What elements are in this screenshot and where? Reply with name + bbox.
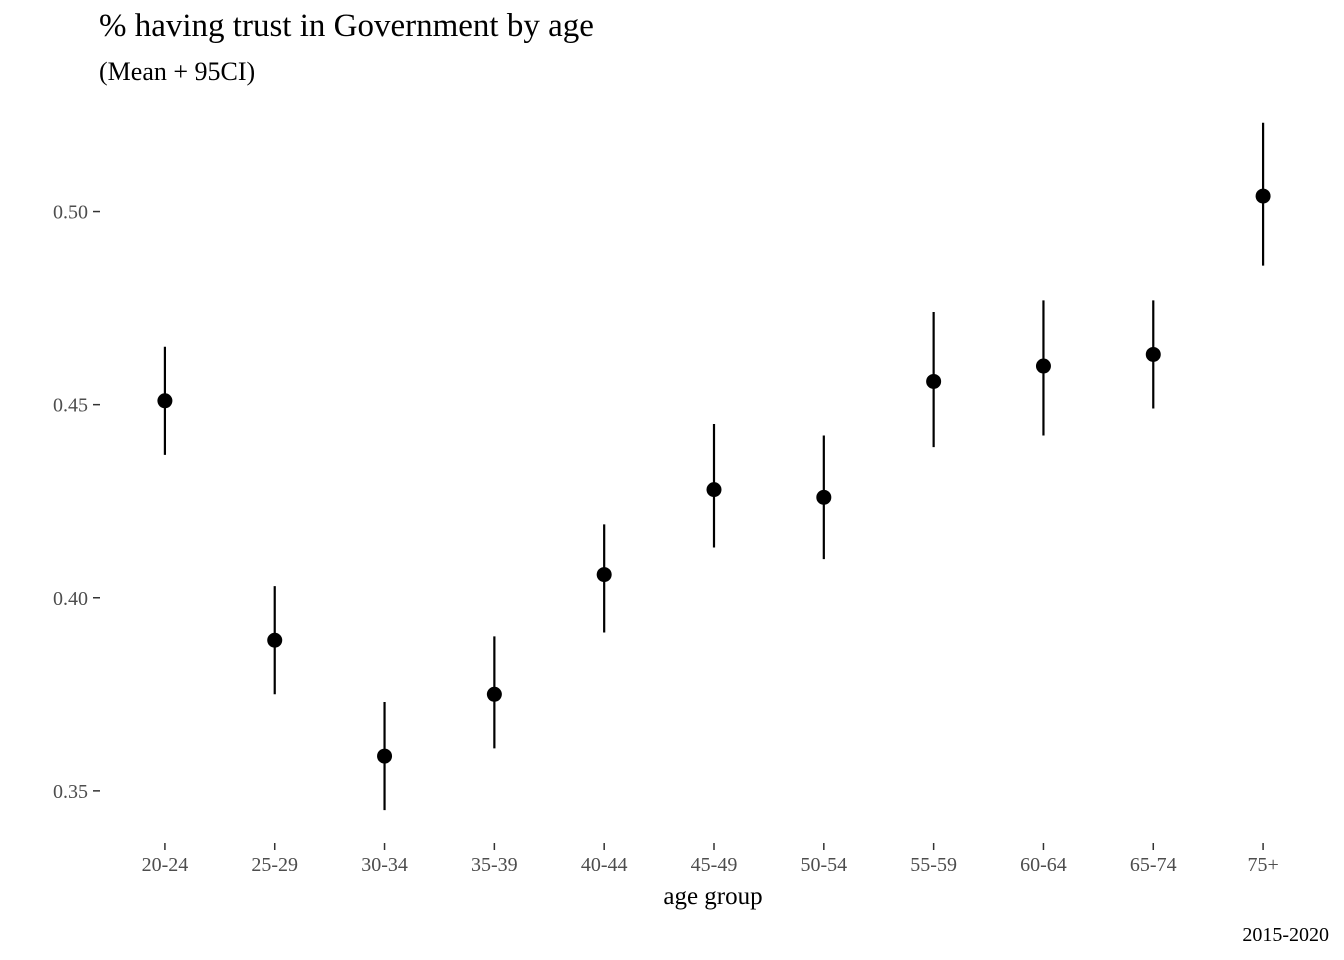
mean-point bbox=[267, 632, 283, 648]
x-tick-label: 50-54 bbox=[800, 854, 847, 876]
mean-point bbox=[157, 393, 173, 409]
x-tick-label: 75+ bbox=[1247, 854, 1278, 876]
y-tick-label: 0.45 bbox=[53, 395, 88, 417]
x-tick-label: 65-74 bbox=[1130, 854, 1177, 876]
mean-point bbox=[816, 489, 832, 505]
mean-point bbox=[486, 686, 502, 702]
y-tick-label: 0.40 bbox=[53, 588, 88, 610]
chart-subtitle: (Mean + 95CI) bbox=[99, 57, 256, 86]
x-tick-label: 35-39 bbox=[471, 854, 518, 876]
caption: 2015-2020 bbox=[1242, 924, 1329, 946]
data-marks bbox=[157, 122, 1271, 811]
y-tick-label: 0.35 bbox=[53, 781, 88, 803]
y-tick-label: 0.50 bbox=[53, 202, 88, 224]
y-axis: 0.35 0.40 0.45 0.50 bbox=[53, 202, 100, 803]
x-tick-label: 30-34 bbox=[361, 854, 408, 876]
mean-point bbox=[926, 373, 942, 389]
x-tick-label: 55-59 bbox=[910, 854, 957, 876]
mean-point bbox=[706, 482, 722, 498]
mean-point bbox=[1255, 188, 1271, 204]
x-axis: 20-24 25-29 30-34 35-39 40-44 45-49 50-54 55-59… bbox=[142, 843, 1279, 876]
x-tick-label: 25-29 bbox=[251, 854, 298, 876]
mean-point bbox=[377, 748, 393, 764]
x-tick-label: 60-64 bbox=[1020, 854, 1067, 876]
chart-title: % having trust in Government by age bbox=[99, 8, 594, 44]
x-tick-label: 40-44 bbox=[581, 854, 628, 876]
mean-point bbox=[596, 567, 612, 583]
x-axis-title: age group bbox=[663, 883, 762, 910]
mean-point bbox=[1035, 358, 1051, 374]
x-tick-label: 20-24 bbox=[142, 854, 189, 876]
x-tick-label: 45-49 bbox=[691, 854, 738, 876]
mean-point bbox=[1145, 346, 1161, 362]
